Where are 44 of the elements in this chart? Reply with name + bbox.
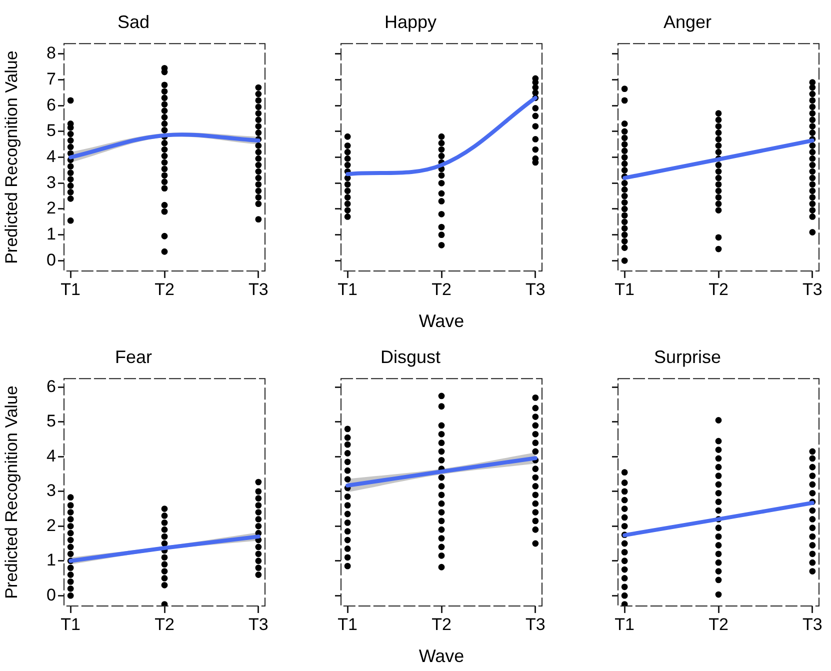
x-tick-label: T1	[60, 614, 80, 634]
x-tick-label: T1	[614, 614, 634, 634]
x-axis-title: Wave	[418, 646, 464, 666]
y-tick-label: 3	[46, 481, 56, 500]
y-tick-label: 2	[46, 516, 56, 535]
y-tick-label: 4	[46, 446, 56, 466]
y-tick-label: 0	[46, 250, 56, 270]
x-tick-label: T2	[154, 280, 174, 299]
x-tick-label: T2	[432, 614, 452, 634]
x-tick-label: T3	[526, 280, 546, 299]
x-tick-label: T2	[708, 280, 728, 299]
y-tick-label: 4	[46, 146, 56, 166]
chart-title: Fear	[114, 346, 152, 367]
y-tick-label: 1	[46, 550, 56, 570]
chart-title: Anger	[663, 12, 712, 32]
y-tick-label: 8	[46, 44, 56, 63]
x-tick-label: T1	[614, 280, 634, 299]
x-tick-label: T3	[248, 280, 268, 299]
y-tick-label: 1	[46, 224, 56, 244]
x-tick-label: T1	[338, 614, 358, 634]
x-tick-label: T2	[154, 614, 174, 634]
y-tick-label: 6	[46, 376, 56, 396]
chart-title: Happy	[384, 12, 437, 32]
y-tick-label: 0	[46, 585, 56, 604]
x-axis-title: Wave	[418, 311, 464, 332]
chart-title: Disgust	[380, 346, 441, 367]
x-tick-label: T1	[60, 280, 80, 299]
x-tick-label: T2	[432, 280, 452, 299]
y-tick-label: 3	[46, 172, 56, 192]
chart-title: Sad	[117, 12, 150, 32]
y-axis-title: Predicted Recognition Value	[2, 386, 21, 599]
x-tick-label: T3	[248, 614, 268, 634]
y-tick-label: 2	[46, 198, 56, 218]
x-tick-label: T3	[526, 614, 546, 634]
x-tick-label: T3	[802, 614, 822, 634]
x-tick-label: T2	[708, 614, 728, 634]
x-tick-label: T3	[802, 280, 822, 299]
chart-title: Surprise	[654, 346, 722, 367]
y-tick-label: 5	[46, 412, 56, 431]
y-tick-label: 6	[46, 95, 56, 114]
x-tick-label: T1	[338, 280, 358, 299]
y-axis-title: Predicted Recognition Value	[2, 50, 21, 264]
y-tick-label: 7	[46, 69, 56, 88]
y-tick-label: 5	[46, 121, 56, 140]
